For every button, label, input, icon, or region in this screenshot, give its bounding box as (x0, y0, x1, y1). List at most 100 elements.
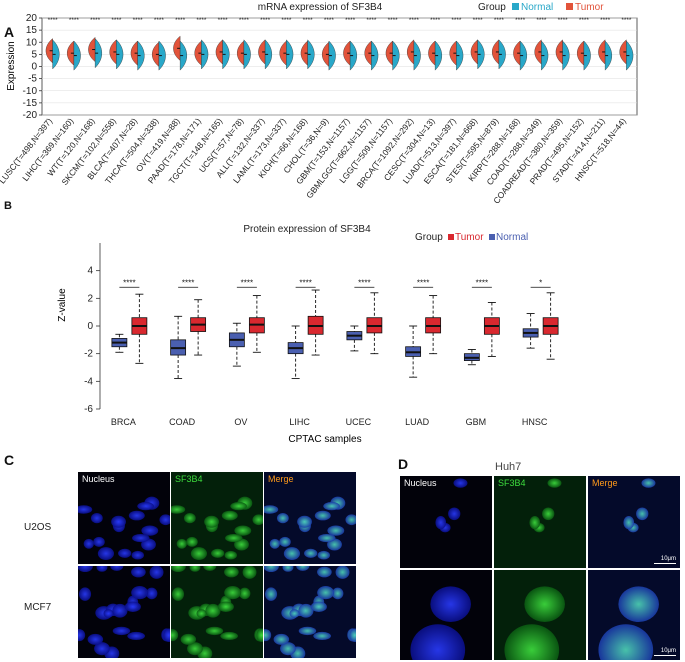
cell-nucleus (623, 515, 635, 530)
violin-normal (222, 39, 230, 70)
cell-nucleus (137, 502, 154, 511)
ytick-label-b: -2 (84, 349, 93, 360)
significance-a: **** (324, 17, 335, 24)
d-merge-zoom-image: 10μm (588, 570, 680, 660)
cell-nucleus (453, 478, 468, 488)
panel-d-title: Huh7 (495, 461, 522, 473)
c-mcf7-nucleus-image (78, 566, 170, 658)
xtick-label-b: OV (234, 417, 247, 427)
cell-nucleus (96, 566, 108, 572)
legend-normal-label: Normal (521, 2, 553, 13)
violin-normal (498, 39, 506, 70)
significance-a: **** (345, 17, 356, 24)
ytick-label-b: 4 (87, 266, 93, 277)
chart-a-ylabel: Expression (6, 41, 17, 90)
ytick-label-a: 20 (26, 13, 38, 24)
cell-nucleus (273, 633, 290, 645)
cell-nucleus (298, 626, 317, 636)
cell-nucleus (279, 536, 291, 547)
cell-nucleus (323, 502, 340, 511)
cell-nucleus (256, 628, 263, 643)
cell-nucleus (410, 624, 466, 660)
cell-nucleus (264, 566, 279, 573)
row-label-mcf7: MCF7 (24, 602, 52, 613)
cell-nucleus (280, 642, 296, 656)
xtick-label-b: LUAD (405, 417, 430, 427)
significance-a: **** (239, 17, 250, 24)
cell-nucleus (618, 586, 659, 623)
cell-nucleus (221, 510, 238, 521)
cell-nucleus (524, 586, 565, 623)
legend-tumor-label: Tumor (575, 2, 604, 13)
significance-a: **** (218, 17, 229, 24)
cell-nucleus (349, 628, 356, 643)
xtick-label-b: LIHC (289, 417, 310, 427)
cell-nucleus (171, 566, 186, 573)
cell-nucleus (103, 609, 114, 618)
cell-nucleus (112, 603, 128, 618)
ytick-label-a: 15 (26, 25, 38, 36)
significance-a: **** (303, 17, 314, 24)
violin-normal (73, 40, 81, 71)
cell-nucleus (183, 513, 196, 524)
ytick-label-b: 0 (87, 321, 93, 332)
cell-nucleus (636, 507, 649, 521)
xtick-label-b: HNSC (522, 417, 548, 427)
significance-a: **** (600, 17, 611, 24)
cell-nucleus (332, 587, 344, 600)
cell-nucleus (435, 515, 447, 530)
cell-nucleus (296, 566, 310, 571)
cell-nucleus (641, 478, 656, 488)
significance-b: **** (476, 278, 488, 287)
violin-normal (243, 39, 251, 70)
cell-nucleus (78, 587, 92, 601)
cell-nucleus (217, 601, 234, 612)
xtick-label-b: GBM (466, 417, 487, 427)
xtick-label-b: BRCA (111, 417, 136, 427)
cell-nucleus (327, 525, 345, 536)
legend-normal-swatch-b (489, 234, 495, 240)
c-mcf7-sf3b4-image (171, 566, 263, 658)
significance-a: **** (473, 17, 484, 24)
cell-nucleus (163, 628, 170, 643)
violin-normal (477, 39, 485, 70)
legend-normal-label-b: Normal (496, 232, 528, 243)
panel-label-a: A (4, 24, 15, 40)
significance-b: **** (358, 278, 370, 287)
d-channel-label-sf3b4: SF3B4 (498, 478, 526, 488)
cell-nucleus (242, 566, 257, 579)
cell-nucleus (112, 626, 131, 636)
cell-nucleus (131, 586, 149, 600)
legend-tumor-swatch (566, 3, 573, 10)
significance-a: **** (494, 17, 505, 24)
violin-normal (201, 39, 209, 70)
cell-nucleus (171, 587, 185, 601)
cell-nucleus (542, 507, 555, 521)
violin-normal (456, 40, 464, 71)
violin-normal (264, 39, 273, 70)
violin-normal (583, 40, 591, 71)
significance-a: **** (558, 17, 569, 24)
cell-nucleus (269, 538, 280, 549)
significance-a: **** (154, 17, 165, 24)
violin-normal (158, 40, 166, 71)
cell-nucleus (225, 533, 243, 543)
cell-nucleus (313, 631, 331, 641)
d-sf3b4-zoom-image (494, 570, 586, 660)
cell-nucleus (224, 566, 239, 578)
significance-a: **** (196, 17, 207, 24)
ytick-label-a: 10 (26, 37, 38, 48)
violin-normal (328, 40, 336, 71)
significance-a: **** (133, 17, 144, 24)
cell-nucleus (314, 510, 331, 521)
cell-nucleus (180, 633, 197, 645)
violin-normal (94, 38, 103, 69)
significance-a: **** (621, 17, 632, 24)
cell-nucleus (171, 505, 186, 514)
cell-nucleus (529, 515, 541, 530)
cell-nucleus (78, 505, 93, 514)
cell-nucleus (111, 515, 126, 528)
cell-nucleus (196, 609, 207, 618)
ytick-label-a: -20 (23, 110, 38, 121)
protein-box-chart: Protein expression of SF3B4 Group Tumor … (57, 224, 559, 445)
